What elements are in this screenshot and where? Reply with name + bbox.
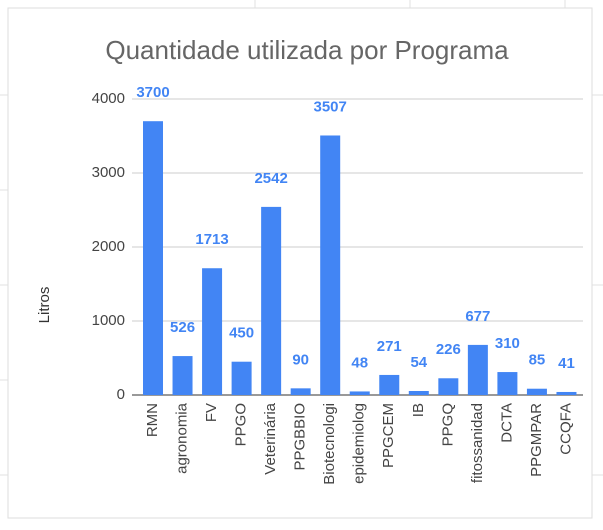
value-label: 226 (436, 341, 461, 358)
value-label: 271 (377, 338, 402, 355)
value-label: 85 (529, 352, 546, 369)
bar (467, 344, 488, 395)
value-label: 310 (495, 335, 520, 352)
value-label: 3507 (314, 98, 347, 115)
y-tick-label: 3000 (92, 164, 125, 181)
bar (290, 388, 311, 395)
x-tick-label: PPGBBIO (292, 403, 309, 471)
value-label: 54 (410, 354, 427, 371)
y-tick-label: 0 (117, 386, 125, 403)
bar (438, 378, 459, 395)
bar (320, 135, 341, 395)
bar (408, 391, 429, 395)
bar (497, 372, 518, 395)
x-tick-label: PPGQ (439, 403, 456, 446)
y-axis-label: Litros (36, 287, 53, 324)
sheet-grid (0, 0, 603, 476)
bar (556, 391, 577, 395)
y-tick-label: 4000 (92, 90, 125, 107)
x-tick-label: agronomia (174, 402, 191, 474)
value-label: 450 (229, 325, 254, 342)
bar (349, 391, 370, 395)
x-tick-label: PPGMPAR (528, 403, 545, 477)
bar (172, 356, 193, 395)
value-label: 48 (351, 354, 368, 371)
chart-frame (7, 7, 593, 519)
value-label: 526 (170, 319, 195, 336)
bar (231, 361, 252, 395)
bar (261, 206, 282, 395)
value-label: 2542 (254, 170, 287, 187)
bar (526, 388, 547, 395)
bar (202, 268, 223, 395)
bar (379, 374, 400, 395)
value-label: 90 (292, 351, 309, 368)
value-label: 3700 (136, 84, 169, 101)
x-tick-label: Biotecnologi (321, 403, 338, 485)
value-label: 41 (558, 355, 575, 372)
x-tick-label: Veterinária (262, 402, 279, 474)
x-tick-label: epidemiolog (351, 403, 368, 484)
x-tick-label: RMN (144, 403, 161, 437)
x-tick-label: CCQFA (557, 403, 574, 455)
value-label: 1713 (195, 231, 228, 248)
x-tick-label: FV (203, 403, 220, 422)
x-tick-label: PPGO (233, 403, 250, 446)
y-tick-label: 2000 (92, 238, 125, 255)
x-tick-label: IB (410, 403, 427, 417)
bar (143, 121, 163, 395)
y-tick-label: 1000 (92, 312, 125, 329)
value-label: 677 (465, 308, 490, 325)
x-tick-label: fitossanidad (469, 403, 486, 483)
chart-title: Quantidade utilizada por Programa (105, 35, 509, 65)
x-tick-label: PPGCEM (380, 403, 397, 468)
x-tick-label: DCTA (498, 403, 515, 443)
